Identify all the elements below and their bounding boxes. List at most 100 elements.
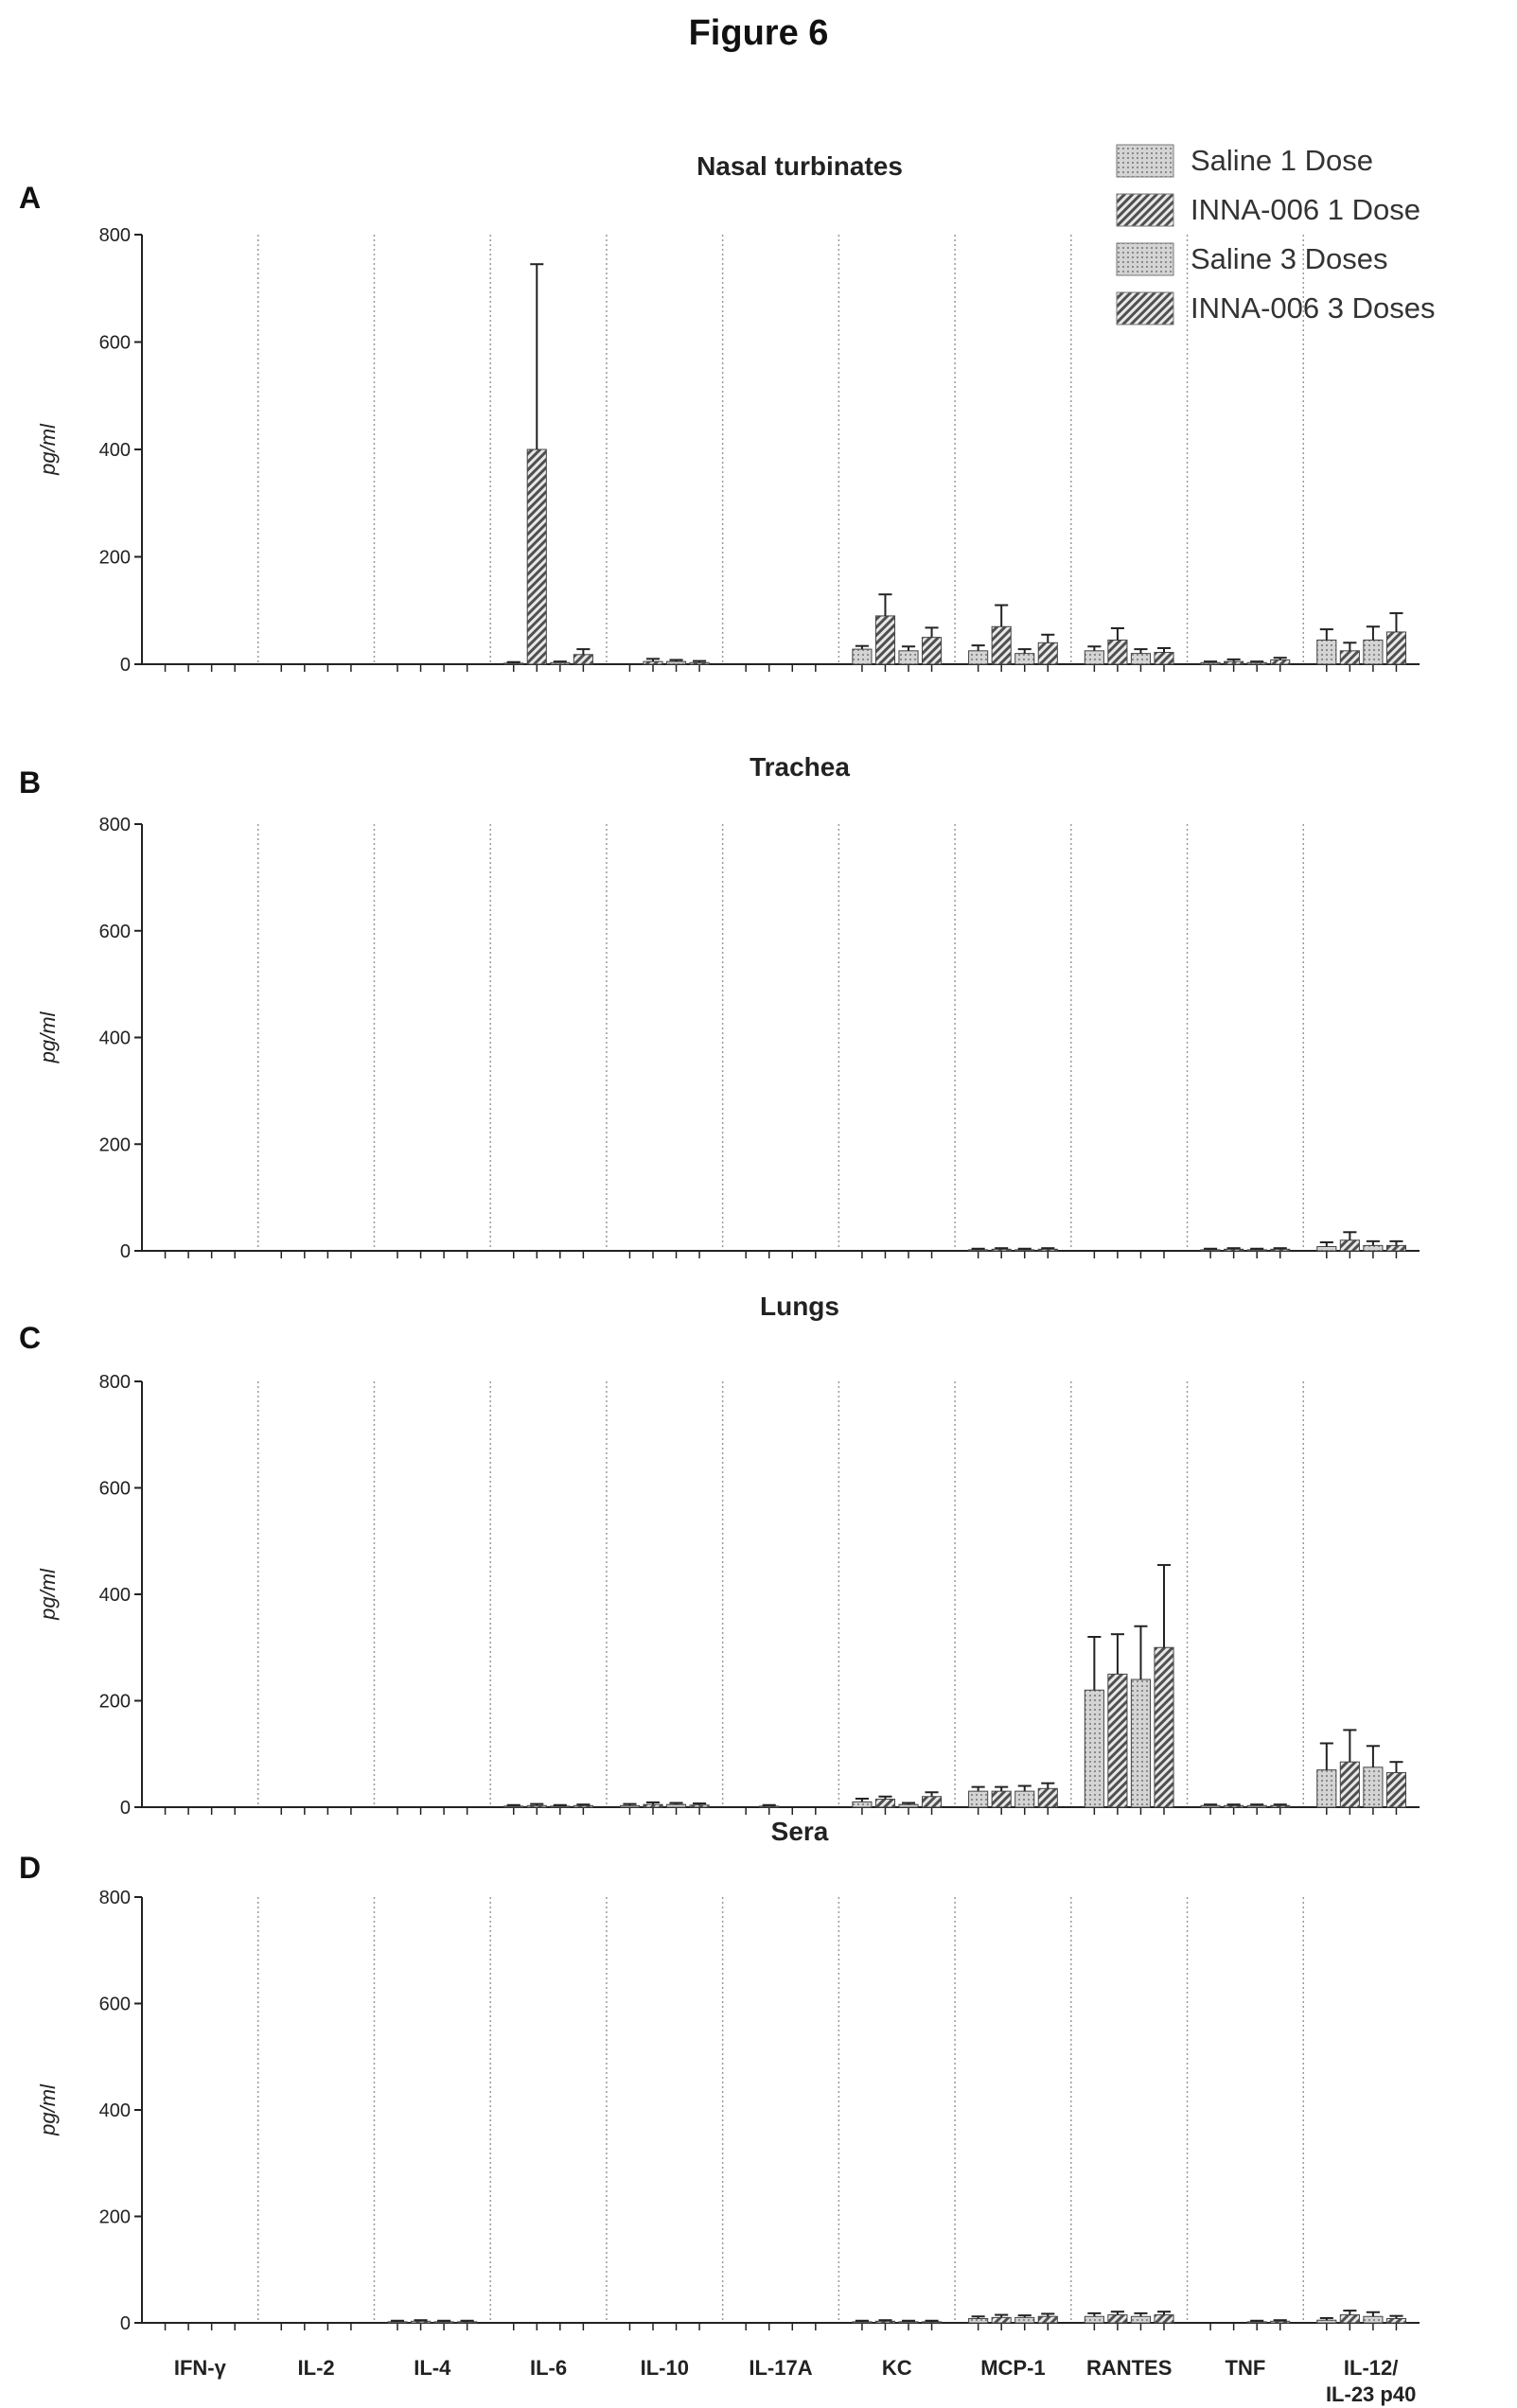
- bar-d-7-2: [1014, 2316, 1035, 2324]
- y-tick-label: 200: [99, 548, 131, 569]
- bar-a-4-3: [689, 661, 710, 665]
- bar-c-9-0: [1200, 1804, 1221, 1808]
- panel-a: A Nasal turbinates pg/ml 0 200 400 600 800: [19, 151, 1420, 676]
- bar-d-7-3: [1037, 2315, 1058, 2324]
- bar-d-7-1: [991, 2316, 1012, 2324]
- bar-d-10-2: [1363, 2315, 1384, 2324]
- bar-d-10-1: [1339, 2314, 1360, 2324]
- legend: Saline 1 Dose INNA-006 1 Dose Saline 3 Dos…: [1116, 144, 1435, 325]
- panel-letter: C: [19, 1321, 41, 1355]
- bar-d-6-3: [921, 2321, 943, 2324]
- x-tick-label: IL-4: [414, 2356, 451, 2380]
- bar-d-8-3: [1154, 2314, 1174, 2324]
- y-axis-label: pg/ml: [36, 1568, 60, 1621]
- bar-a-9-1: [1224, 660, 1244, 665]
- bar-a-3-2: [550, 661, 571, 665]
- panel-letter: B: [19, 765, 41, 800]
- y-tick-label: 600: [99, 1995, 131, 2015]
- bar-c-10-1: [1339, 1761, 1360, 1808]
- legend-label: Saline 1 Dose: [1191, 144, 1373, 177]
- bar-c-9-1: [1224, 1804, 1244, 1808]
- bar-c-6-2: [898, 1803, 919, 1808]
- y-tick-label: 600: [99, 1479, 131, 1500]
- bar-d-8-0: [1084, 2315, 1104, 2324]
- y-tick-label: 0: [120, 1798, 131, 1819]
- y-axis-label: pg/ml: [36, 1011, 60, 1063]
- bar-a-8-0: [1084, 650, 1104, 665]
- figure-title: Figure 6: [688, 13, 829, 53]
- bar-b-7-0: [968, 1249, 989, 1252]
- panel-title: Nasal turbinates: [697, 151, 903, 181]
- bar-b-9-0: [1200, 1249, 1221, 1252]
- x-tick-label: IL-12/IL-23 p40: [1326, 2356, 1416, 2406]
- y-tick-label: 400: [99, 440, 131, 461]
- x-tick-label: IL-2: [298, 2356, 335, 2380]
- bar-d-7-0: [968, 2318, 989, 2324]
- bar-a-9-3: [1270, 659, 1291, 665]
- bar-c-3-2: [550, 1805, 571, 1808]
- legend-label: Saline 3 Doses: [1191, 242, 1388, 275]
- bar-d-6-1: [874, 2320, 896, 2324]
- bar-c-4-3: [689, 1804, 710, 1808]
- legend-swatch: [1116, 291, 1174, 325]
- y-tick-label: 800: [99, 225, 131, 246]
- panel-letter: D: [19, 1851, 41, 1885]
- bar-b-7-3: [1037, 1248, 1058, 1252]
- bar-a-7-0: [968, 650, 989, 665]
- bar-d-8-2: [1130, 2315, 1152, 2324]
- bar-c-9-3: [1270, 1804, 1291, 1808]
- bar-d-9-3: [1270, 2320, 1291, 2324]
- bar-c-10-0: [1316, 1769, 1337, 1808]
- bar-d-8-1: [1107, 2314, 1128, 2324]
- legend-swatch: [1116, 193, 1174, 227]
- bar-c-6-1: [874, 1799, 896, 1808]
- bar-a-8-3: [1154, 652, 1174, 665]
- y-tick-label: 800: [99, 815, 131, 835]
- y-tick-label: 0: [120, 1241, 131, 1262]
- bar-c-7-2: [1014, 1790, 1035, 1808]
- panel-title: Lungs: [760, 1292, 839, 1321]
- bar-a-3-0: [503, 662, 524, 665]
- bar-a-10-3: [1385, 631, 1407, 665]
- x-tick-label-line: IL-23 p40: [1326, 2382, 1416, 2406]
- x-tick-label: KC: [882, 2356, 912, 2380]
- bar-c-6-0: [852, 1801, 873, 1808]
- x-tick-label: IL-6: [530, 2356, 567, 2380]
- bar-b-10-3: [1385, 1244, 1407, 1252]
- bar-d-2-1: [410, 2320, 432, 2324]
- bar-d-2-0: [387, 2321, 408, 2324]
- bar-d-6-2: [898, 2321, 919, 2324]
- bar-b-9-1: [1224, 1248, 1244, 1252]
- bar-b-10-2: [1363, 1244, 1384, 1252]
- bar-c-8-0: [1084, 1689, 1104, 1808]
- y-axis-label: pg/ml: [36, 2083, 60, 2136]
- x-tick-label-line: IL-12/: [1344, 2356, 1398, 2380]
- bar-c-6-3: [921, 1796, 943, 1808]
- bar-a-9-0: [1200, 661, 1221, 665]
- x-tick-label: RANTES: [1086, 2356, 1172, 2380]
- bar-c-4-2: [665, 1803, 687, 1808]
- bar-b-10-0: [1316, 1245, 1337, 1252]
- y-axis-label: pg/ml: [36, 423, 60, 476]
- legend-swatch: [1116, 144, 1174, 178]
- legend-label: INNA-006 3 Doses: [1191, 291, 1435, 325]
- y-tick-label: 200: [99, 1134, 131, 1155]
- legend-label: INNA-006 1 Dose: [1191, 193, 1420, 226]
- bar-d-6-0: [852, 2321, 873, 2324]
- y-tick-label: 800: [99, 1372, 131, 1393]
- panel-b: B Trachea pg/ml 0 200 400 600 800: [19, 752, 1420, 1262]
- y-tick-label: 400: [99, 1028, 131, 1049]
- bar-a-4-1: [643, 660, 663, 665]
- panels: A Nasal turbinates pg/ml 0 200 400 600 800 B Trac…: [19, 151, 1420, 2406]
- bar-c-4-1: [643, 1803, 663, 1808]
- x-tick-label: IL-17A: [749, 2356, 812, 2380]
- bar-a-3-1: [526, 448, 547, 665]
- bar-b-10-1: [1339, 1239, 1360, 1252]
- bar-a-8-2: [1130, 653, 1152, 665]
- bar-a-6-1: [874, 615, 896, 665]
- bar-a-6-0: [852, 648, 873, 665]
- y-tick-label: 400: [99, 2100, 131, 2121]
- bar-a-10-1: [1339, 650, 1360, 665]
- bar-a-8-1: [1107, 639, 1128, 665]
